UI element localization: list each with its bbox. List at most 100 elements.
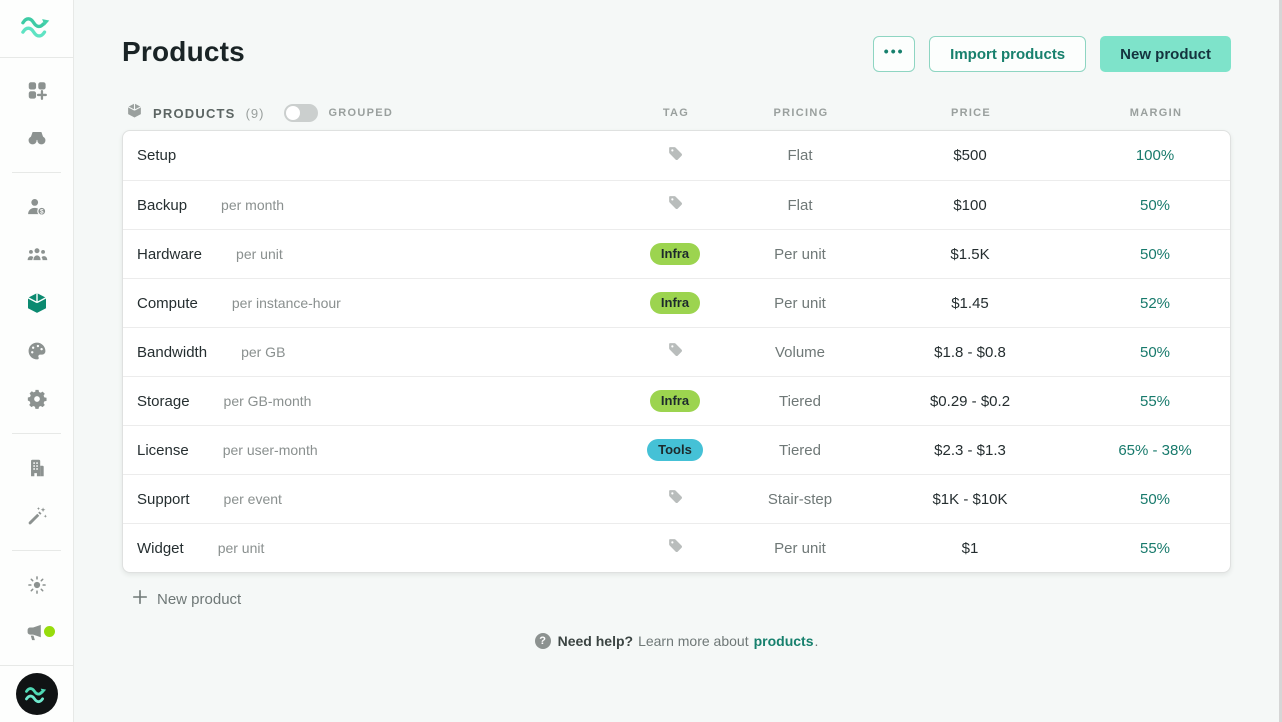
table-toolbar: PRODUCTS (9) GROUPED TAG PRICING PRICE M…: [122, 96, 1231, 130]
products-table: Setup Flat $500 100% Ba: [122, 130, 1231, 573]
add-new-product-link[interactable]: New product: [132, 589, 241, 609]
product-margin[interactable]: 50%: [1139, 343, 1171, 361]
table-row[interactable]: Bandwidth per GB Volume $1.8 - $0.8 50%: [123, 327, 1230, 376]
help-bold-text: Need help?: [557, 633, 634, 649]
sidebar: $: [0, 0, 74, 722]
sidebar-item-settings[interactable]: [13, 375, 61, 423]
product-margin[interactable]: 50%: [1139, 245, 1171, 263]
magic-wand-icon: [26, 505, 48, 527]
product-price: $1: [961, 539, 979, 557]
product-unit: per GB: [241, 343, 286, 360]
sidebar-item-customers[interactable]: $: [13, 183, 61, 231]
account-logo-button[interactable]: [0, 664, 73, 722]
product-margin[interactable]: 52%: [1139, 294, 1171, 312]
product-name: Setup: [137, 147, 177, 164]
page-header: Products ••• Import products New product: [122, 36, 1231, 72]
theme-sun-icon: [26, 574, 48, 596]
import-products-button[interactable]: Import products: [929, 36, 1087, 72]
product-pricing: Per unit: [774, 245, 826, 263]
column-header-price: PRICE: [950, 107, 992, 119]
product-name: Backup: [137, 196, 188, 214]
grouped-toggle[interactable]: [284, 104, 319, 122]
product-price: $1K - $10K: [932, 490, 1008, 508]
table-row[interactable]: License per user-month Tools Tiered $2.3…: [123, 425, 1230, 474]
wave-logo-icon: [18, 11, 56, 46]
sidebar-section-org: [0, 436, 73, 548]
sidebar-item-products[interactable]: [13, 279, 61, 327]
product-margin[interactable]: 50%: [1139, 490, 1171, 508]
palette-icon: [26, 340, 48, 362]
product-tag-badge: Infra: [649, 243, 701, 265]
product-pricing: Volume: [774, 343, 826, 361]
product-unit: per unit: [236, 245, 283, 262]
sidebar-item-teams[interactable]: [13, 231, 61, 279]
sidebar-item-announcements[interactable]: [13, 609, 61, 657]
sidebar-item-pricing-design[interactable]: [13, 327, 61, 375]
sidebar-item-explore[interactable]: [13, 114, 61, 162]
products-cube-small-icon: [126, 102, 143, 124]
product-pricing: Tiered: [779, 392, 821, 410]
table-row[interactable]: Support per event Stair-step $1K - $10K …: [123, 474, 1230, 523]
sidebar-section-top: [0, 58, 73, 170]
product-name: Support: [137, 490, 190, 508]
sidebar-item-organization[interactable]: [13, 444, 61, 492]
column-header-tag: TAG: [662, 107, 690, 119]
sidebar-item-apps[interactable]: [13, 66, 61, 114]
settings-gear-icon: [26, 388, 48, 410]
table-row[interactable]: Backup per month Flat $100 50%: [123, 180, 1230, 229]
product-name: Hardware: [137, 245, 203, 263]
plus-icon: [132, 589, 148, 609]
product-margin[interactable]: 100%: [1135, 147, 1175, 164]
product-pricing: Tiered: [779, 441, 821, 459]
table-row[interactable]: Hardware per unit Infra Per unit $1.5K 5…: [123, 229, 1230, 278]
question-mark-icon: ?: [534, 633, 551, 649]
team-icon: [26, 244, 48, 266]
tag-icon: [667, 145, 684, 167]
table-row[interactable]: Storage per GB-month Infra Tiered $0.29 …: [123, 376, 1230, 425]
product-pricing: Stair-step: [767, 490, 833, 508]
announcements-megaphone-icon: [25, 621, 48, 644]
product-margin[interactable]: 55%: [1139, 392, 1171, 410]
product-margin[interactable]: 65% - 38%: [1118, 441, 1192, 459]
wave-logo-dark-icon: [15, 672, 58, 715]
table-row[interactable]: Compute per instance-hour Infra Per unit…: [123, 278, 1230, 327]
help-suffix: .: [814, 633, 819, 649]
product-margin[interactable]: 50%: [1139, 196, 1171, 214]
product-pricing: Per unit: [774, 294, 826, 312]
sidebar-item-automation[interactable]: [13, 492, 61, 540]
help-products-link[interactable]: products: [753, 633, 814, 649]
product-name: Compute: [137, 294, 198, 312]
page-title: Products: [122, 36, 245, 67]
svg-text:$: $: [39, 208, 43, 215]
more-actions-button[interactable]: •••: [873, 36, 916, 72]
product-price: $1.5K: [950, 245, 990, 263]
column-header-margin: MARGIN: [1129, 107, 1183, 119]
product-price: $0.29 - $0.2: [929, 392, 1011, 410]
product-name: License: [137, 441, 189, 459]
notification-dot: [41, 623, 57, 639]
product-unit: per unit: [217, 539, 265, 556]
section-label: PRODUCTS: [153, 105, 236, 121]
table-row[interactable]: Setup Flat $500 100%: [123, 131, 1230, 180]
product-name: Storage: [137, 392, 190, 410]
product-margin[interactable]: 55%: [1139, 539, 1171, 557]
sidebar-section-middle: $: [0, 175, 73, 431]
app-logo[interactable]: [0, 0, 73, 58]
add-new-product-label: New product: [157, 590, 242, 608]
help-text: Learn more about: [638, 633, 749, 649]
product-pricing: Per unit: [774, 539, 826, 557]
binoculars-icon: [26, 127, 48, 149]
sidebar-item-theme[interactable]: [13, 561, 61, 609]
tag-icon: [667, 341, 684, 363]
product-name: Bandwidth: [137, 343, 208, 361]
header-actions: ••• Import products New product: [873, 36, 1231, 72]
product-tag-badge: Tools: [647, 439, 703, 461]
tag-icon: [667, 488, 684, 510]
section-count: (9): [245, 105, 265, 121]
new-product-button[interactable]: New product: [1100, 36, 1231, 72]
product-price: $1.45: [951, 294, 989, 312]
grouped-label: GROUPED: [328, 107, 394, 119]
product-price: $500: [953, 147, 987, 164]
sidebar-divider: [12, 549, 61, 551]
table-row[interactable]: Widget per unit Per unit $1 55%: [123, 523, 1230, 572]
